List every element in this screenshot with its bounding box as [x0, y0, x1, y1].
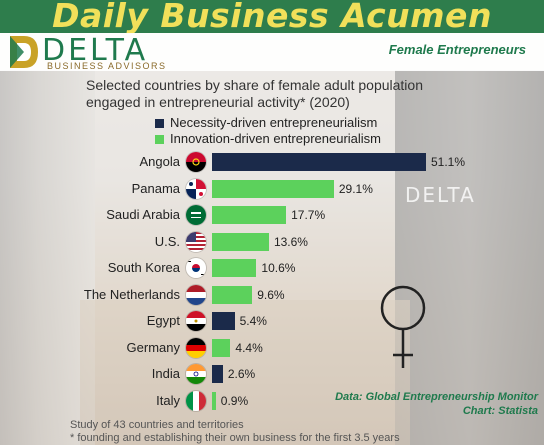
legend-item-necessity: Necessity-driven entrepreneurialism	[155, 115, 377, 130]
legend-item-innovation: Innovation-driven entrepreneurialism	[155, 131, 381, 146]
category-label-germany: Germany	[126, 339, 180, 355]
source-chart: Chart: Statista	[462, 405, 538, 417]
category-label-south-korea: South Korea	[107, 260, 180, 275]
bar-value-italy: 0.9%	[220, 393, 249, 408]
bar-value-egypt: 5.4%	[239, 314, 267, 328]
netherlands-flag-icon	[186, 284, 206, 305]
saudi-arabia-flag-icon	[186, 205, 206, 225]
us-flag-icon	[186, 231, 206, 252]
chart-title: Selected countries by share of female ad…	[86, 77, 423, 110]
italy-flag-icon	[186, 390, 206, 411]
category-label-panama: Panama	[131, 180, 180, 196]
category-label-egypt: Egypt	[146, 313, 180, 328]
brand-tagline: BUSINESS ADVISORS	[47, 61, 167, 71]
logo-bar	[0, 33, 544, 71]
bar-value-south-korea: 10.6%	[261, 261, 296, 275]
bar-italy	[212, 391, 216, 410]
germany-flag-icon	[186, 337, 206, 358]
bar-egypt	[212, 312, 235, 330]
category-label-saudi-arabia: Saudi Arabia	[106, 207, 180, 222]
legend-swatch-necessity	[155, 119, 164, 129]
legend-swatch-innovation	[155, 135, 164, 145]
bar-value-panama: 29.1%	[338, 181, 373, 196]
bar-value-india: 2.6%	[227, 367, 256, 381]
bar-u-s	[212, 232, 269, 251]
footnote-study: Study of 43 countries and territories	[70, 419, 244, 431]
category-label-u-s: U.S.	[154, 233, 180, 249]
header-banner: Daily Business Acumen	[0, 0, 544, 35]
page-title: Daily Business Acumen	[52, 0, 492, 35]
bar-value-germany: 4.4%	[235, 340, 263, 355]
bar-saudi-arabia	[212, 206, 287, 224]
delta-watermark-logo: DELTA	[405, 183, 476, 207]
bar-value-angola: 51.1%	[431, 155, 466, 169]
category-label-the-netherlands: The Netherlands	[83, 286, 180, 302]
bar-india	[212, 365, 223, 383]
bar-south-korea	[212, 259, 257, 277]
delta-logo-icon	[10, 36, 38, 68]
brand-name: DELTA	[42, 33, 149, 68]
category-label-italy: Italy	[156, 392, 180, 408]
bar-the-netherlands	[212, 285, 253, 304]
bar-panama	[212, 179, 334, 198]
female-symbol-icon	[380, 285, 426, 368]
legend-label-innovation: Innovation-driven entrepreneurialism	[170, 131, 382, 146]
angola-flag-icon	[186, 152, 206, 172]
legend-label-necessity: Necessity-driven entrepreneurialism	[170, 115, 378, 130]
panama-flag-icon	[186, 178, 206, 199]
source-data: Data: Global Entrepreneurship Monitor	[335, 391, 538, 403]
category-label-angola: Angola	[139, 154, 180, 169]
bar-angola	[212, 153, 426, 171]
bar-germany	[212, 338, 231, 357]
section-label: Female Entrepreneurs	[388, 42, 526, 57]
bar-value-u-s: 13.6%	[273, 234, 308, 249]
category-label-india: India	[151, 366, 180, 381]
bar-value-saudi-arabia: 17.7%	[291, 208, 326, 222]
footnote-definition: * founding and establishing their own bu…	[70, 432, 400, 444]
egypt-flag-icon	[186, 311, 206, 331]
bar-value-the-netherlands: 9.6%	[257, 287, 285, 302]
india-flag-icon	[186, 364, 206, 384]
south-korea-flag-icon	[186, 258, 206, 278]
